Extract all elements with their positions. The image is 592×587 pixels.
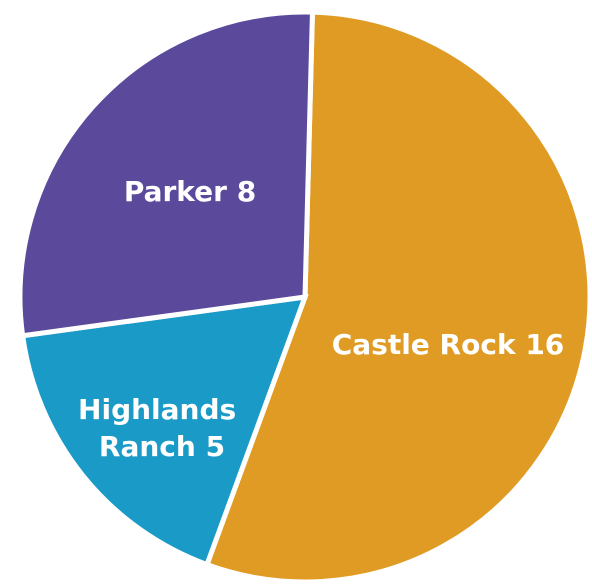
pie-slices bbox=[17, 9, 592, 585]
pie-slice-parker bbox=[17, 9, 316, 339]
slice-label-highlands-ranch-line1: Highlands bbox=[78, 393, 236, 426]
pie-slice-highlands-ranch bbox=[19, 293, 309, 568]
slice-label-highlands-ranch-line2: Ranch 5 bbox=[99, 430, 225, 463]
pie-labels: Castle Rock 16 Highlands Ranch 5 Parker … bbox=[78, 175, 564, 463]
slice-label-highlands-ranch: Highlands Ranch 5 bbox=[78, 393, 246, 463]
slice-label-castle-rock: Castle Rock 16 bbox=[332, 328, 565, 361]
pie-slice-castle-rock bbox=[203, 9, 592, 585]
slice-label-parker: Parker 8 bbox=[124, 175, 256, 208]
